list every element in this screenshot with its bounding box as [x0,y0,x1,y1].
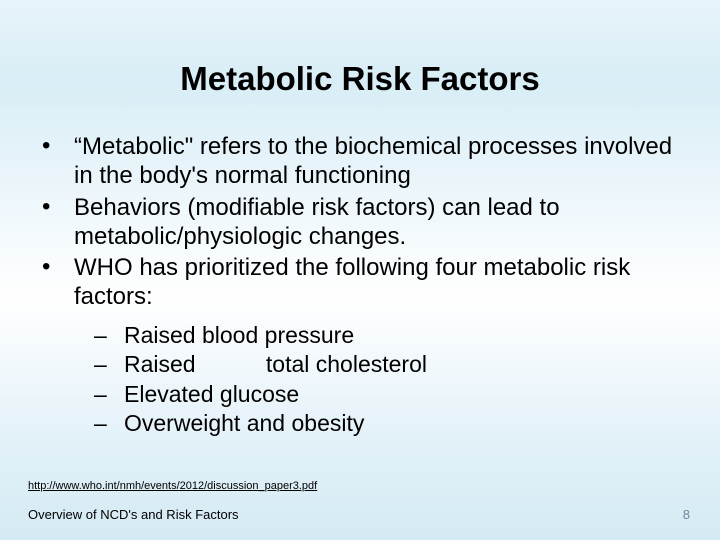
bullet-item: • WHO has prioritized the following four… [42,253,694,312]
bullet-marker: • [42,253,74,281]
source-link[interactable]: http://www.who.int/nmh/events/2012/discu… [28,480,317,492]
sub-bullet-list: – Raised blood pressure – Raised total c… [94,322,694,438]
sub-bullet-marker: – [94,410,124,437]
bullet-list: • “Metabolic" refers to the biochemical … [42,132,694,438]
sub-bullet-marker: – [94,322,124,349]
sub-bullet-text: Overweight and obesity [124,410,694,438]
bullet-text: WHO has prioritized the following four m… [74,253,694,312]
page-number: 8 [683,507,690,522]
sub-bullet-text: Raised blood pressure [124,322,694,350]
bullet-item: • Behaviors (modifiable risk factors) ca… [42,193,694,252]
sub-bullet-item: – Raised blood pressure [94,322,694,350]
bullet-marker: • [42,193,74,221]
footer-text: Overview of NCD's and Risk Factors [28,507,239,522]
sub-bullet-marker: – [94,381,124,408]
bullet-text: “Metabolic" refers to the biochemical pr… [74,132,694,191]
bullet-text: Behaviors (modifiable risk factors) can … [74,193,694,252]
slide-title: Metabolic Risk Factors [26,60,694,98]
sub-bullet-item: – Raised total cholesterol [94,351,694,379]
sub-bullet-text: Raised total cholesterol [124,351,694,379]
bullet-item: • “Metabolic" refers to the biochemical … [42,132,694,191]
bullet-marker: • [42,132,74,160]
sub-bullet-text: Elevated glucose [124,381,694,409]
sub-bullet-item: – Elevated glucose [94,381,694,409]
sub-bullet-item: – Overweight and obesity [94,410,694,438]
sub-bullet-marker: – [94,351,124,378]
